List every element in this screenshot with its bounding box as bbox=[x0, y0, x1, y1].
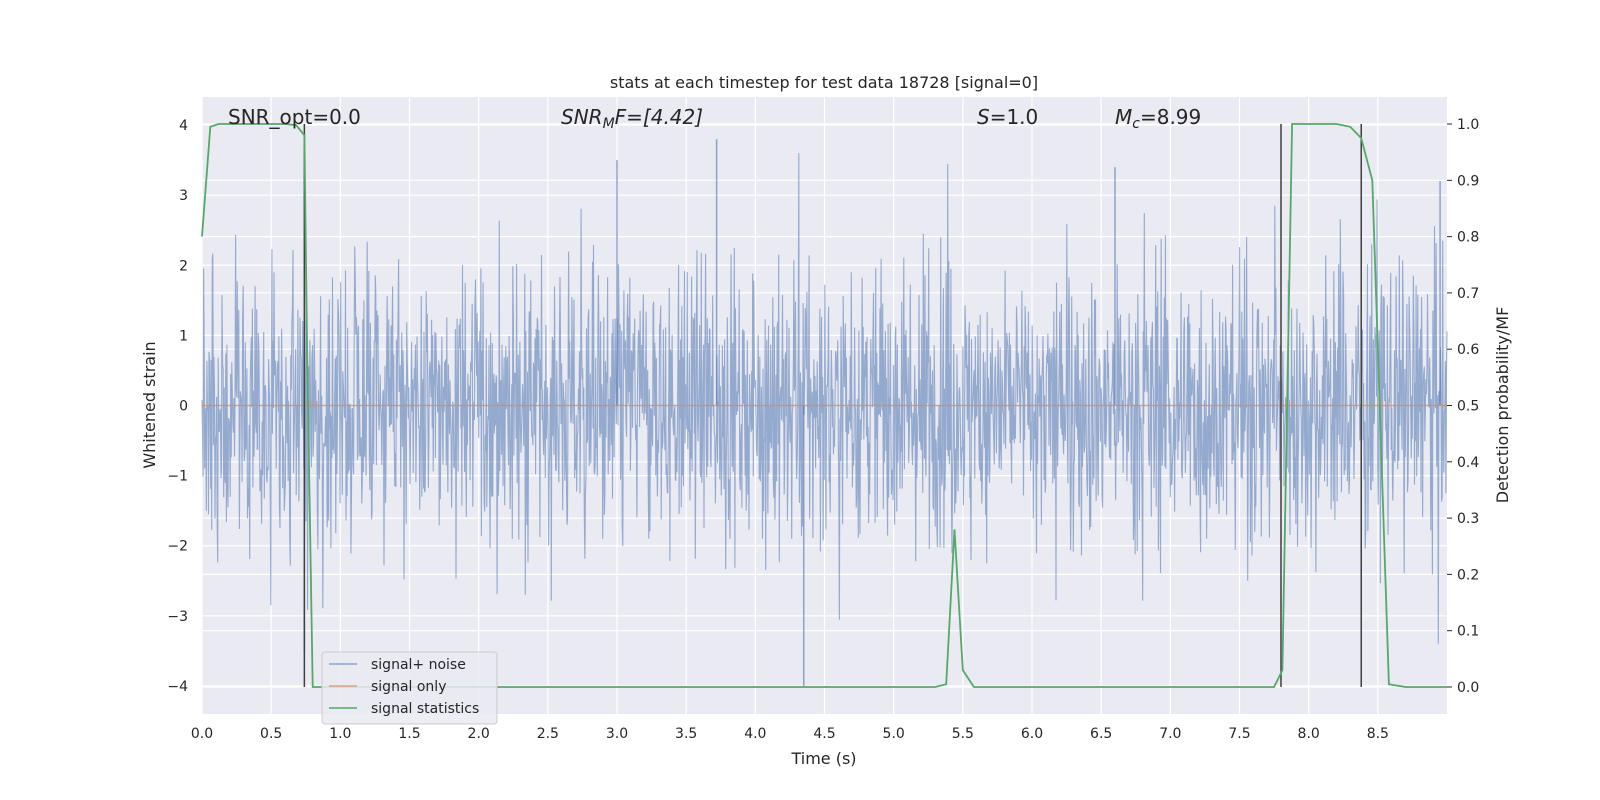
chart-title: stats at each timestep for test data 187… bbox=[610, 73, 1038, 92]
signal-statistics-line bbox=[201, 123, 1447, 688]
x-tick-label: 6.0 bbox=[1021, 726, 1043, 742]
annotation-snr-mf-rest: F=[4.42] bbox=[615, 105, 703, 129]
y2-axis-label: Detection probability/MF bbox=[1493, 307, 1512, 504]
y-axis-label: Whitened strain bbox=[140, 341, 159, 468]
annotation-mc-var: M bbox=[1115, 105, 1132, 129]
y2-tick-label: 0.4 bbox=[1457, 455, 1479, 471]
x-axis-label: Time (s) bbox=[790, 749, 856, 768]
x-tick-label: 8.0 bbox=[1298, 726, 1320, 742]
y2-tick-labels: 0.0 0.1 0.2 0.3 0.4 0.5 0.6 0.7 0.8 0.9 1.0 bbox=[1447, 117, 1479, 696]
annotation-mc-rest: =8.99 bbox=[1140, 105, 1201, 129]
x-tick-label: 1.5 bbox=[398, 726, 420, 742]
x-tick-label: 7.5 bbox=[1228, 726, 1250, 742]
legend-box bbox=[321, 651, 498, 725]
x-tick-label: 3.0 bbox=[606, 726, 628, 742]
x-tick-label: 2.5 bbox=[537, 726, 559, 742]
y-tick-label: −4 bbox=[167, 679, 188, 695]
y-tick-label: 1 bbox=[179, 328, 188, 344]
x-tick-label: 5.0 bbox=[883, 726, 905, 742]
annotation-s-var: S bbox=[977, 105, 990, 129]
x-tick-label: 4.0 bbox=[744, 726, 766, 742]
signal-noise-line bbox=[201, 153, 1448, 645]
legend-label-signal-statistics: signal statistics bbox=[371, 701, 479, 717]
y-tick-labels: −4 −3 −2 −1 0 1 2 3 4 bbox=[167, 118, 188, 695]
x-tick-label: 5.5 bbox=[952, 726, 974, 742]
x-tick-label: 2.0 bbox=[468, 726, 490, 742]
annotation-snr-mf-sub: M bbox=[603, 116, 615, 132]
annotation-snr-opt: SNR_opt=0.0 bbox=[228, 105, 361, 129]
annotation-snr-mf: SNRMF=[4.42] bbox=[561, 105, 703, 132]
annotation-mc-sub: c bbox=[1132, 116, 1140, 132]
annotation-snr-mf-var: SNR bbox=[561, 105, 603, 129]
y2-tick-label: 0.0 bbox=[1457, 680, 1479, 696]
x-tick-label: 8.5 bbox=[1367, 726, 1389, 742]
annotation-s: S=1.0 bbox=[977, 105, 1038, 129]
y2-tick-label: 0.3 bbox=[1457, 511, 1479, 527]
legend: signal+ noise signal only signal statist… bbox=[321, 651, 498, 725]
annotation-mc: Mc=8.99 bbox=[1115, 105, 1201, 132]
y-tick-label: −3 bbox=[167, 609, 188, 625]
x-tick-label: 3.5 bbox=[675, 726, 697, 742]
y-tick-label: 2 bbox=[179, 258, 188, 274]
y2-tick-label: 0.5 bbox=[1457, 399, 1479, 415]
y2-tick-label: 0.8 bbox=[1457, 230, 1479, 246]
y2-tick-label: 0.7 bbox=[1457, 286, 1479, 302]
y2-tick-label: 0.2 bbox=[1457, 567, 1479, 583]
y-tick-label: −2 bbox=[167, 539, 188, 555]
x-tick-label: 4.5 bbox=[813, 726, 835, 742]
y2-tick-label: 0.1 bbox=[1457, 624, 1479, 640]
x-tick-label: 0.0 bbox=[191, 726, 213, 742]
vertical-markers bbox=[303, 124, 1362, 687]
x-tick-label: 7.0 bbox=[1159, 726, 1181, 742]
x-tick-label: 0.5 bbox=[260, 726, 282, 742]
y-tick-label: 3 bbox=[179, 188, 188, 204]
annotation-s-rest: =1.0 bbox=[990, 105, 1039, 129]
y-tick-label: 0 bbox=[179, 399, 188, 415]
legend-label-signal-noise: signal+ noise bbox=[371, 657, 466, 673]
legend-label-signal-only: signal only bbox=[371, 679, 446, 695]
signal-statistics-series bbox=[201, 123, 1447, 688]
y2-tick-label: 1.0 bbox=[1457, 117, 1479, 133]
y2-tick-label: 0.9 bbox=[1457, 173, 1479, 189]
x-tick-label: 1.0 bbox=[329, 726, 351, 742]
x-tick-labels: 0.0 0.5 1.0 1.5 2.0 2.5 3.0 3.5 4.0 4.5 5.0 5.5 6.0 6… bbox=[191, 726, 1389, 742]
y2-tick-label: 0.6 bbox=[1457, 342, 1479, 358]
y-tick-label: 4 bbox=[179, 118, 188, 134]
y-tick-label: −1 bbox=[167, 469, 188, 485]
x-tick-label: 6.5 bbox=[1090, 726, 1112, 742]
